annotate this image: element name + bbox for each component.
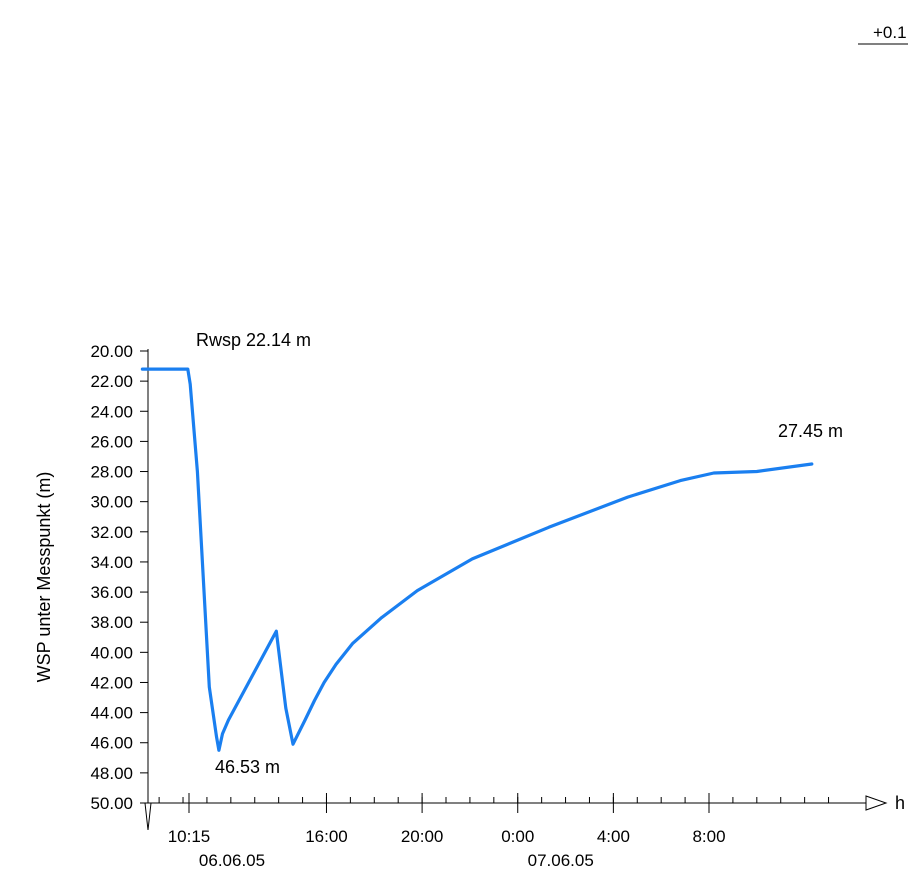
y-axis-title: WSP unter Messpunkt (m) xyxy=(34,472,54,683)
x-tick-label: 20:00 xyxy=(401,827,444,846)
x-minor-ticks xyxy=(158,797,830,803)
annotation-min: 46.53 m xyxy=(215,757,280,777)
y-tick-label: 48.00 xyxy=(90,764,133,783)
x-ticks: 10:15 06.06.05 16:00 20:00 0:00 07.06.054:00 8… xyxy=(168,793,726,869)
y-tick-label: 50.00 xyxy=(90,794,133,813)
series-layer xyxy=(140,367,814,752)
y-tick-label: 30.00 xyxy=(90,493,133,512)
y-ticks: 20.00 22.00 24.00 26.00 28.00 30.00 32.00 34.00… xyxy=(90,342,148,813)
x-tick-label: 0:00 xyxy=(501,827,534,846)
x-tick-label: 4:00 xyxy=(597,827,630,846)
annotation-end: 27.45 m xyxy=(778,421,843,441)
y-tick-label: 20.00 xyxy=(90,342,133,361)
y-tick-label: 24.00 xyxy=(90,402,133,421)
y-axis: 20.00 22.00 24.00 26.00 28.00 30.00 32.00 34.00… xyxy=(90,342,149,813)
x-axis-title: h xyxy=(895,793,905,813)
y-tick-label: 40.00 xyxy=(90,643,133,662)
y-tick-label: 46.00 xyxy=(90,734,133,753)
x-axis-arrow-icon xyxy=(865,795,888,811)
x-date-label: 06.06.05 xyxy=(199,851,265,869)
y-tick-label: 22.00 xyxy=(90,372,133,391)
origin-triangle-icon xyxy=(144,802,152,831)
y-tick-label: 28.00 xyxy=(90,463,133,482)
y-tick-label: 42.00 xyxy=(90,673,133,692)
y-tick-label: 44.00 xyxy=(90,704,133,723)
x-tick-label: 8:00 xyxy=(692,827,725,846)
x-date-label: 07.06.05 xyxy=(528,851,594,869)
y-tick-label: 32.00 xyxy=(90,523,133,542)
y-tick-label: 38.00 xyxy=(90,613,133,632)
x-axis: h 10:15 06.06.05 16:00 20:00 0:00 07.06.054:0… xyxy=(144,793,905,869)
y-tick-label: 26.00 xyxy=(90,432,133,451)
series-line xyxy=(140,367,814,752)
x-tick-label: 10:15 xyxy=(168,827,211,846)
annotation-start: Rwsp 22.14 m xyxy=(196,330,311,350)
annotations: Rwsp 22.14 m 46.53 m 27.45 m +0.1 xyxy=(196,23,908,777)
x-tick-label: 16:00 xyxy=(305,827,348,846)
y-tick-label: 36.00 xyxy=(90,583,133,602)
y-tick-label: 34.00 xyxy=(90,553,133,572)
annotation-corner: +0.1 xyxy=(873,23,907,42)
